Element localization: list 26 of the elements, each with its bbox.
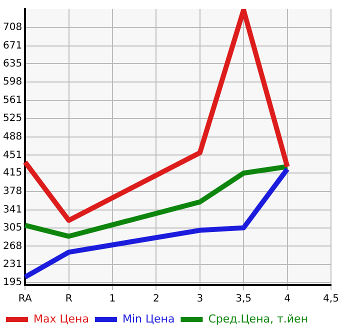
y-tick-label: 378 [2, 186, 22, 198]
x-tick-label: R [65, 294, 72, 305]
y-tick-label: 305 [2, 222, 22, 234]
x-tick-label: 1 [109, 294, 116, 305]
y-tick-label: 488 [2, 131, 22, 142]
x-tick-label: 4 [284, 294, 290, 305]
y-tick-label: 635 [2, 58, 22, 70]
x-tick-label: 3,5 [236, 294, 252, 305]
x-tick-label: RA [18, 294, 32, 305]
y-tick-label: 525 [2, 113, 22, 124]
y-tick-label: 231 [2, 259, 22, 270]
y-tick-label: 561 [2, 95, 22, 106]
y-tick-label: 268 [2, 240, 22, 252]
y-tick-label: 598 [2, 76, 22, 88]
legend-label: Min Цена [122, 312, 175, 326]
y-tick-label: 708 [2, 22, 22, 33]
legend-label: Сред.Цена, т.йен [208, 312, 308, 326]
y-tick-label: 341 [2, 204, 22, 216]
y-tick-label: 451 [2, 150, 22, 161]
y-tick-label: 195 [2, 277, 22, 288]
legend-label: Max Цена [34, 312, 89, 326]
x-tick-label: 4,5 [323, 294, 339, 305]
y-tick-label: 415 [2, 168, 22, 179]
y-tick-label: 671 [2, 40, 22, 52]
x-tick-label: 3 [196, 294, 204, 305]
x-tick-label: 2 [153, 294, 160, 305]
